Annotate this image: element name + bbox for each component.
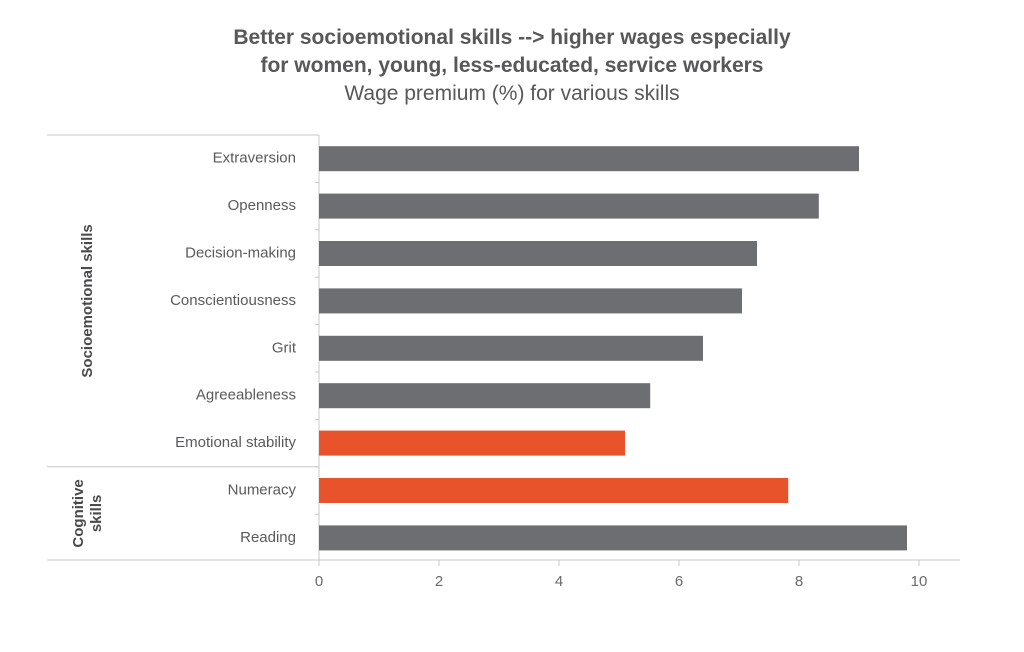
group-label: Cognitive bbox=[70, 479, 87, 547]
category-label: Agreeableness bbox=[196, 387, 296, 404]
chart-title-block: Better socioemotional skills --> higher … bbox=[0, 24, 1024, 108]
chart-subtitle: Wage premium (%) for various skills bbox=[344, 82, 680, 105]
category-label: Decision-making bbox=[185, 244, 296, 261]
chart-title-line-1: Better socioemotional skills --> higher … bbox=[233, 26, 791, 49]
bar-conscientiousness bbox=[319, 288, 742, 314]
bar-agreeableness bbox=[319, 383, 651, 409]
bar-openness bbox=[319, 193, 819, 219]
chart-title-line-2: for women, young, less-educated, service… bbox=[260, 54, 764, 77]
x-tick-label: 2 bbox=[435, 573, 443, 590]
bar-decision-making bbox=[319, 241, 757, 266]
x-tick-label: 0 bbox=[315, 573, 323, 590]
bar-reading bbox=[319, 525, 907, 551]
x-tick-label: 10 bbox=[911, 573, 928, 590]
x-tick-label: 8 bbox=[795, 573, 803, 590]
category-label: Openness bbox=[228, 197, 296, 214]
bar-emotional-stability bbox=[319, 430, 625, 456]
bar-numeracy bbox=[319, 478, 789, 503]
category-label: Numeracy bbox=[228, 481, 297, 498]
bar-grit bbox=[319, 335, 703, 361]
category-label: Conscientiousness bbox=[170, 292, 296, 309]
category-label: Emotional stability bbox=[175, 434, 296, 451]
group-label: skills bbox=[88, 495, 105, 533]
x-tick-label: 6 bbox=[675, 573, 683, 590]
group-label: Socioemotional skills bbox=[79, 224, 96, 377]
category-label: Grit bbox=[272, 339, 297, 356]
x-tick-label: 4 bbox=[555, 573, 563, 590]
category-label: Reading bbox=[240, 529, 296, 546]
bar-extraversion bbox=[319, 146, 859, 172]
category-label: Extraversion bbox=[213, 150, 296, 167]
